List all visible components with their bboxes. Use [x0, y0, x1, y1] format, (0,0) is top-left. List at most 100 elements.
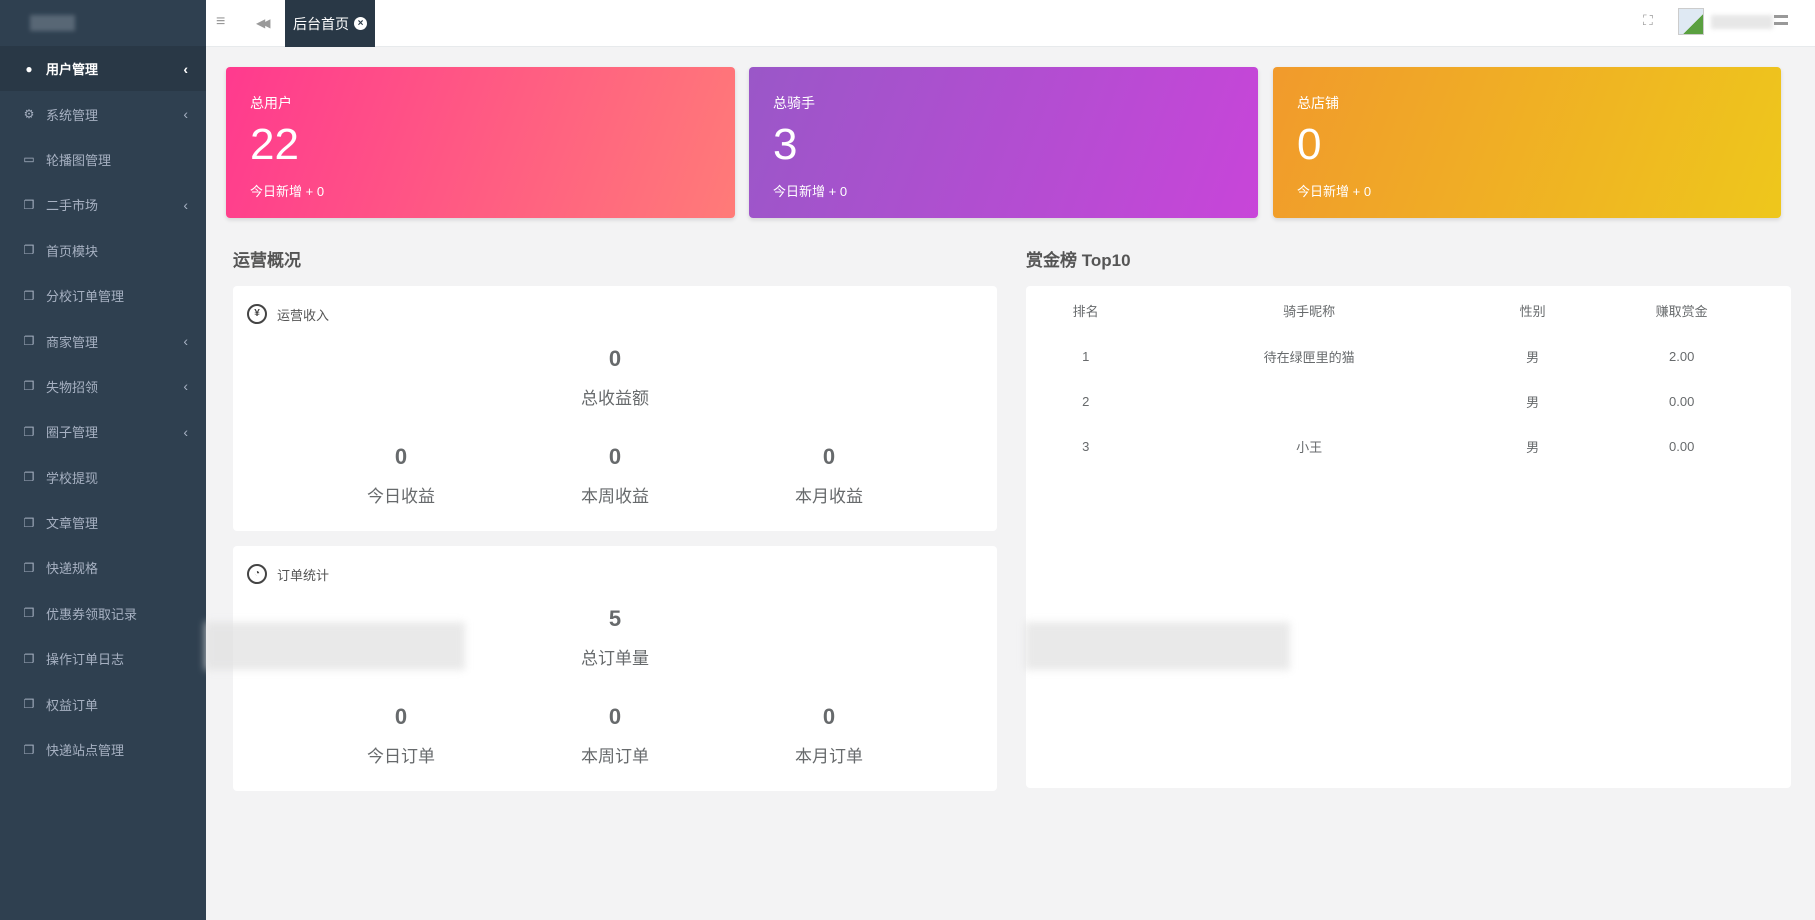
copy-icon: ❐: [23, 470, 35, 485]
panel-title: 运营收入: [277, 307, 330, 323]
sub-stat: 0 今日订单: [301, 704, 501, 767]
sidebar-item-label: 圈子管理: [46, 425, 99, 441]
table-cell: 0.00: [1669, 394, 1695, 409]
sidebar: ● 用户管理 ‹ ⚙ 系统管理 ‹ ▭ 轮播图管理 ❐ 二手市场 ‹ ❐ 首页模块 ❐ 分校订单管理 ❐ 商家管…: [0, 0, 206, 920]
sidebar-item-label: 快递站点管理: [46, 743, 125, 759]
table-cell: 1: [1082, 349, 1090, 364]
menu-toggle-icon[interactable]: ≡: [216, 13, 226, 30]
card-sub: 今日新增 + 0: [250, 184, 325, 199]
sidebar-item[interactable]: ▭ 轮播图管理: [0, 137, 206, 182]
card-label: 总骑手: [773, 95, 815, 111]
close-icon[interactable]: ×: [354, 17, 367, 30]
sidebar-item-label: 权益订单: [46, 697, 99, 713]
sidebar-item[interactable]: ❐ 权益订单: [0, 681, 206, 726]
sidebar-item[interactable]: ● 用户管理 ‹: [0, 46, 206, 92]
total-label: 总收益额: [581, 389, 649, 408]
sidebar-item-label: 用户管理: [46, 62, 99, 78]
column-header: 性别: [1519, 303, 1546, 319]
table-cell: 0.00: [1669, 439, 1695, 454]
panel-title: 订单统计: [277, 567, 330, 583]
chevron-left-icon: ‹: [183, 60, 188, 77]
column-header: 骑手昵称: [1283, 303, 1336, 319]
chevron-left-icon: ‹: [183, 196, 188, 213]
sidebar-item-label: 文章管理: [46, 516, 99, 532]
table-cell: 男: [1526, 350, 1540, 365]
copy-icon: ❐: [23, 515, 35, 530]
sidebar-item[interactable]: ❐ 快递规格: [0, 545, 206, 590]
sidebar-item-label: 分校订单管理: [46, 289, 125, 305]
stat-label: 本月收益: [795, 487, 863, 506]
copy-icon: ❐: [23, 560, 35, 575]
chevron-left-icon: ‹: [183, 333, 188, 350]
sidebar-item[interactable]: ❐ 首页模块: [0, 228, 206, 273]
stat-card: 总店铺 0 今日新增 + 0: [1273, 67, 1781, 218]
gears-icon: ⚙: [23, 107, 35, 122]
table-cell: 待在绿匣里的猫: [1263, 350, 1355, 365]
sidebar-item[interactable]: ❐ 操作订单日志: [0, 636, 206, 681]
copy-icon: ❐: [23, 379, 35, 394]
copy-icon: ❐: [23, 243, 35, 258]
stat-value: 0: [608, 444, 622, 469]
card-label: 总用户: [250, 95, 292, 111]
avatar[interactable]: [1678, 8, 1704, 35]
sidebar-item[interactable]: ❐ 学校提现: [0, 455, 206, 500]
table-cell: 2: [1082, 394, 1090, 409]
table-cell: 小王: [1296, 440, 1323, 455]
sidebar-item[interactable]: ❐ 文章管理: [0, 500, 206, 545]
copy-icon: ❐: [23, 424, 35, 439]
sidebar-item-label: 二手市场: [46, 198, 99, 214]
sidebar-item-label: 优惠券领取记录: [46, 606, 138, 622]
pie-chart-icon: ◔: [247, 564, 267, 584]
sidebar-item[interactable]: ❐ 圈子管理 ‹: [0, 409, 206, 454]
copy-icon: ❐: [23, 288, 35, 303]
sidebar-item[interactable]: ❐ 快递站点管理: [0, 727, 206, 772]
sidebar-item[interactable]: ❐ 商家管理 ‹: [0, 318, 206, 363]
copy-icon: ❐: [23, 197, 35, 212]
fullscreen-icon[interactable]: ⛶: [1643, 12, 1653, 28]
chevron-left-icon: ‹: [183, 423, 188, 440]
yen-icon: ¥: [247, 304, 267, 324]
total-stat: 5 总订单量: [515, 606, 715, 669]
sidebar-item[interactable]: ❐ 失物招领 ‹: [0, 364, 206, 409]
tab-dashboard[interactable]: 后台首页 ×: [285, 0, 375, 47]
chevron-left-icon: ‹: [183, 106, 188, 123]
sidebar-item[interactable]: ❐ 二手市场 ‹: [0, 182, 206, 227]
stat-label: 今日收益: [367, 487, 435, 506]
sidebar-item[interactable]: ❐ 分校订单管理: [0, 273, 206, 318]
table-row: 2 男 0.00: [1036, 379, 1781, 424]
hamburger-icon[interactable]: [1774, 15, 1788, 25]
table-cell: 3: [1082, 439, 1090, 454]
username[interactable]: [1711, 15, 1773, 29]
total-label: 总订单量: [581, 649, 649, 668]
stat-value: 0: [394, 444, 408, 469]
sidebar-item[interactable]: ⚙ 系统管理 ‹: [0, 91, 206, 136]
sub-stat: 0 本周订单: [515, 704, 715, 767]
copy-icon: ❐: [23, 334, 35, 349]
copy-icon: ❐: [23, 651, 35, 666]
stat-card: 总用户 22 今日新增 + 0: [226, 67, 735, 218]
sidebar-item[interactable]: ❐ 优惠券领取记录: [0, 591, 206, 636]
scroll-left-icon[interactable]: ◀◀: [256, 16, 271, 30]
table-row: 1 待在绿匣里的猫 男 2.00: [1036, 334, 1781, 379]
sidebar-item-label: 系统管理: [46, 107, 99, 123]
card-sub: 今日新增 + 0: [1297, 184, 1372, 199]
logo: [0, 0, 206, 46]
sidebar-item-label: 学校提现: [46, 470, 99, 486]
copy-icon: ❐: [23, 742, 35, 757]
sub-stat: 0 本月订单: [729, 704, 929, 767]
card-sub: 今日新增 + 0: [773, 184, 848, 199]
panel-header: ¥ 运营收入: [247, 304, 329, 324]
column-header: 排名: [1072, 303, 1099, 319]
copy-icon: ❐: [23, 697, 35, 712]
total-value: 0: [608, 346, 622, 371]
card-label: 总店铺: [1297, 95, 1339, 111]
blurred-region: [1025, 622, 1290, 670]
stat-label: 本周订单: [581, 747, 649, 766]
table-cell: 男: [1526, 440, 1540, 455]
card-value: 0: [1297, 120, 1322, 169]
total-value: 5: [608, 606, 622, 631]
operations-title: 运营概况: [233, 251, 301, 270]
sub-stat: 0 今日收益: [301, 444, 501, 507]
table-cell: 2.00: [1669, 349, 1695, 364]
income-panel: ¥ 运营收入 0 总收益额 0 今日收益 0 本周收益 0 本月收益: [233, 286, 997, 531]
